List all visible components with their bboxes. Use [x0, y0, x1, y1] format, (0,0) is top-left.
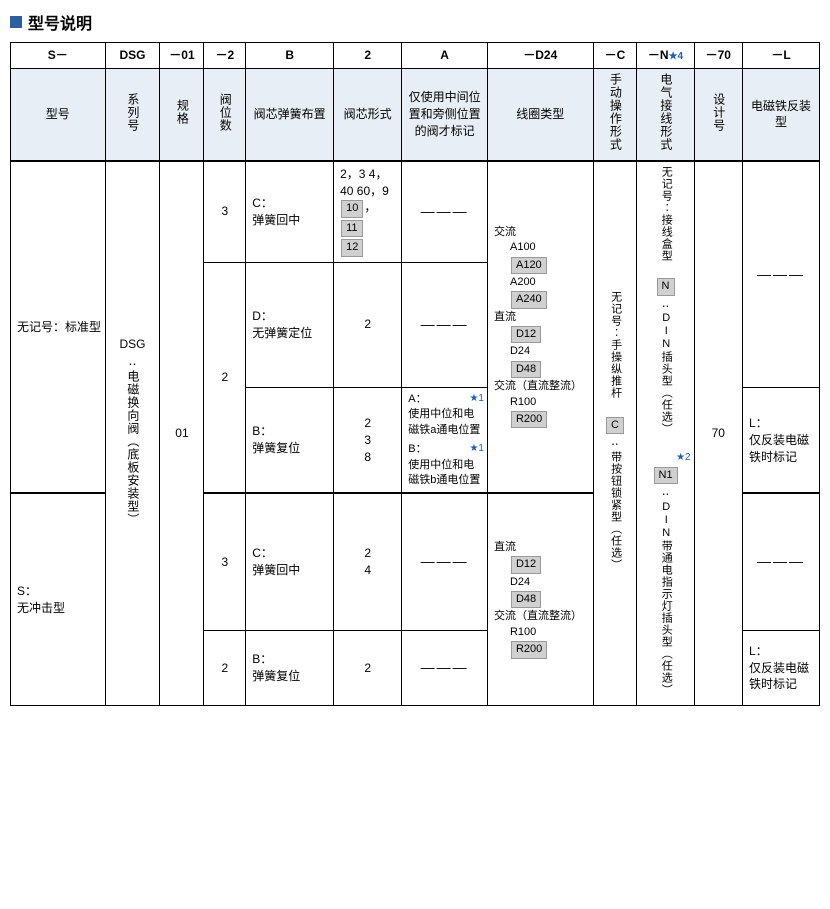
cell-spool-3: 2 3 8 [334, 388, 402, 494]
cell-spring-b1: B：弹簧复位 [246, 388, 334, 494]
cell-pos-2a: 2 [204, 262, 246, 493]
cell-spool-1: 2，3 4，40 60，9 10，11 12 [334, 161, 402, 262]
cell-a-ab: A：★1 使用中位和电磁铁a通电位置 B：★1 使用中位和电磁铁b通电位置 [402, 388, 488, 494]
hdr-label-5: 阀芯形式 [334, 69, 402, 161]
cell-spool-5: 2 [334, 631, 402, 706]
cell-coil-top: 交流 A100 A120 A200 A240 直流 D12 D24 D48 交流… [487, 161, 593, 494]
cell-manual: 无记号‥手操纵推杆 C ‥ 带按钮锁紧型（任选） [593, 161, 637, 706]
cell-spool-2: 2 [334, 262, 402, 387]
cell-pos-2b: 2 [204, 631, 246, 706]
cell-spring-d: D：无弹簧定位 [246, 262, 334, 387]
hdr-label-10: 设计号 [694, 69, 742, 161]
cell-a-dash3: ——— [402, 493, 488, 630]
hdr-code-11: －L [742, 43, 819, 69]
cell-design: 70 [694, 161, 742, 706]
hdr-label-1: 系列号 [105, 69, 160, 161]
cell-rev-dash1: ——— [742, 161, 819, 388]
header-labels-row: 型号 系列号 规格 阀位数 阀芯弹簧布置 阀芯形式 仅使用中间位置和旁侧位置的阀… [11, 69, 820, 161]
cell-rev-l2: L：仅反装电磁铁时标记 [742, 631, 819, 706]
hdr-label-11: 电磁铁反装型 [742, 69, 819, 161]
title-text: 型号说明 [28, 10, 92, 34]
title-square-icon [10, 16, 22, 28]
hdr-code-2: －01 [160, 43, 204, 69]
hdr-label-2: 规格 [160, 69, 204, 161]
hdr-label-4: 阀芯弹簧布置 [246, 69, 334, 161]
hdr-code-9: －N★4 [637, 43, 694, 69]
hdr-label-0: 型号 [11, 69, 106, 161]
cell-a-dash2: ——— [402, 262, 488, 387]
cell-spec: 01 [160, 161, 204, 706]
hdr-code-10: －70 [694, 43, 742, 69]
hdr-label-9: 电气接线形式 [637, 69, 694, 161]
hdr-code-1: DSG [105, 43, 160, 69]
hdr-code-6: A [402, 43, 488, 69]
hdr-label-7: 线圈类型 [487, 69, 593, 161]
cell-spring-c2: C：弹簧回中 [246, 493, 334, 630]
hdr-label-3: 阀位数 [204, 69, 246, 161]
header-codes-row: S－ DSG －01 －2 B 2 A －D24 －C －N★4 －70 －L [11, 43, 820, 69]
cell-spool-4: 2 4 [334, 493, 402, 630]
hdr-code-7: －D24 [487, 43, 593, 69]
body-row-1: 无记号：标准型 DSG ‥ 电磁换向阀（底板安装型） 01 3 C：弹簧回中 2… [11, 161, 820, 262]
cell-pos-3b: 3 [204, 493, 246, 630]
cell-series: DSG ‥ 电磁换向阀（底板安装型） [105, 161, 160, 706]
hdr-label-8: 手动操作形式 [593, 69, 637, 161]
cell-spring-b2: B：弹簧复位 [246, 631, 334, 706]
hdr-code-5: 2 [334, 43, 402, 69]
cell-pos-3a: 3 [204, 161, 246, 262]
cell-a-dash1: ——— [402, 161, 488, 262]
model-table: S－ DSG －01 －2 B 2 A －D24 －C －N★4 －70 －L … [10, 42, 820, 706]
cell-wire: 无记号‥接线盒型 N ‥ DIN插头型（任选） ★2 N1 ‥ DIN带通电指示… [637, 161, 694, 706]
cell-a-dash4: ——— [402, 631, 488, 706]
hdr-code-8: －C [593, 43, 637, 69]
hdr-code-4: B [246, 43, 334, 69]
hdr-code-3: －2 [204, 43, 246, 69]
hdr-label-6: 仅使用中间位置和旁侧位置的阀才标记 [402, 69, 488, 161]
cell-spring-c1: C：弹簧回中 [246, 161, 334, 262]
cell-model-s: S：无冲击型 [11, 493, 106, 705]
cell-coil-bot: 直流 D12 D24 D48 交流（直流整流） R100 R200 [487, 493, 593, 705]
cell-rev-l1: L：仅反装电磁铁时标记 [742, 388, 819, 494]
section-title: 型号说明 [10, 10, 820, 34]
cell-model-standard: 无记号：标准型 [11, 161, 106, 494]
hdr-code-0: S－ [11, 43, 106, 69]
cell-rev-dash2: ——— [742, 493, 819, 630]
